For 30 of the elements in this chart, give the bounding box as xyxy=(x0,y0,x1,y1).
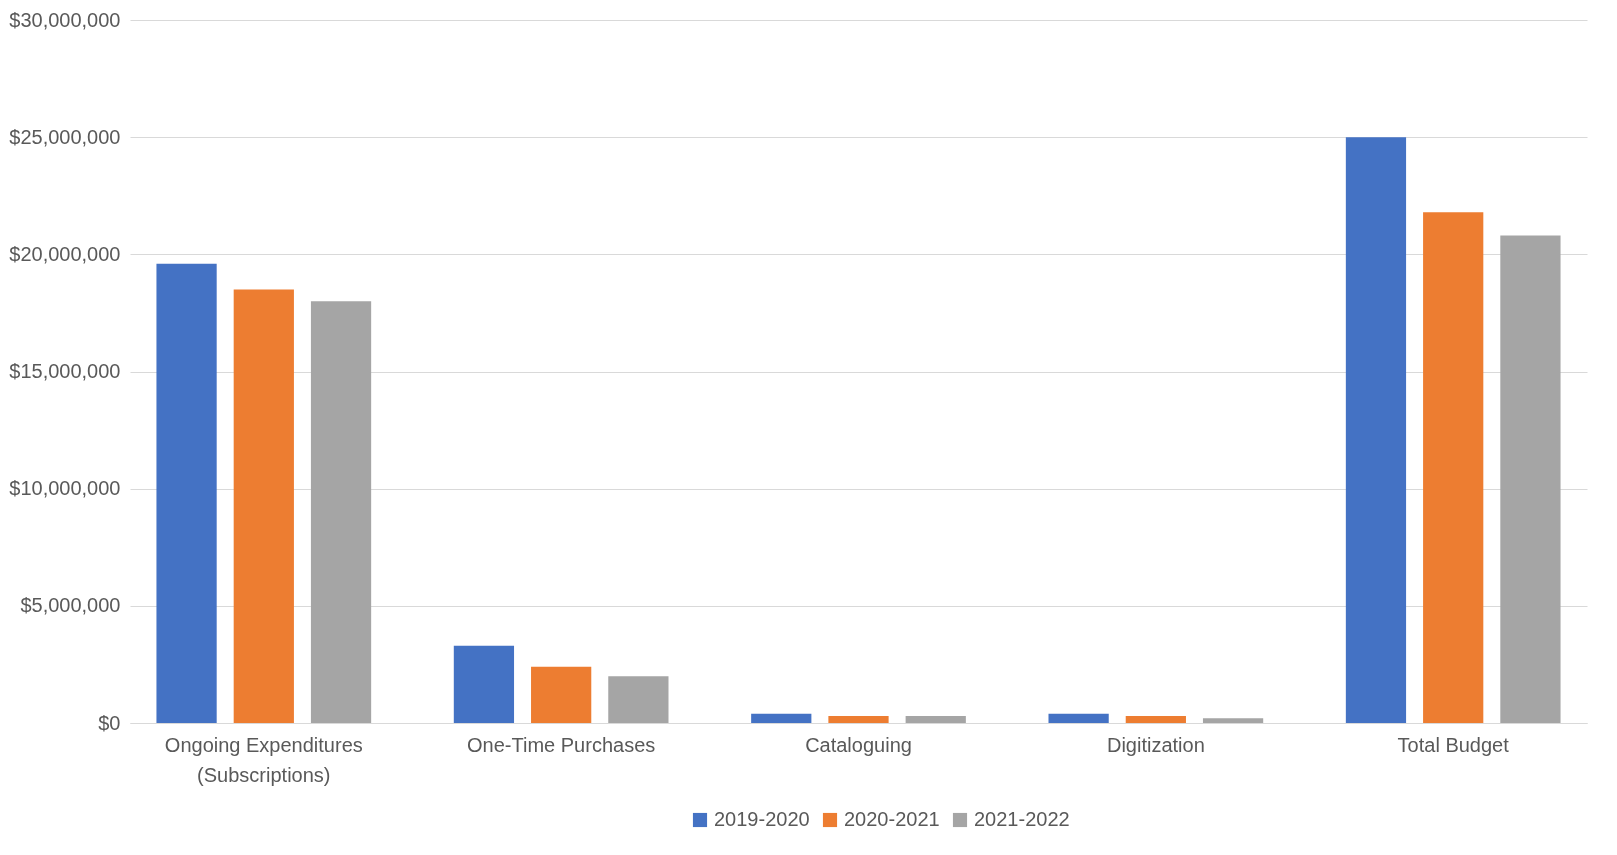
y-tick-label: $10,000,000 xyxy=(9,477,121,500)
x-tick-label: One-Time Purchases xyxy=(467,733,656,756)
x-tick-label: Ongoing Expenditures (Subscriptions) xyxy=(164,733,363,786)
x-tick-label: Digitization xyxy=(1106,733,1205,756)
x-tick-label: Cataloguing xyxy=(805,733,912,756)
bar xyxy=(1202,718,1264,723)
bar xyxy=(1345,137,1407,723)
bar xyxy=(233,289,294,723)
bar xyxy=(1125,715,1186,723)
y-tick-label: $25,000,000 xyxy=(9,125,121,148)
x-tick-label: Total Budget xyxy=(1397,733,1510,756)
bar xyxy=(1423,212,1484,723)
bar xyxy=(1048,713,1109,723)
legend-label: 2019-2020 xyxy=(714,808,810,830)
y-tick-label: $15,000,000 xyxy=(9,360,121,382)
y-tick-label: $5,000,000 xyxy=(20,594,121,617)
y-tick-label: $20,000,000 xyxy=(9,242,121,265)
bar xyxy=(310,301,372,723)
bar xyxy=(828,715,889,723)
legend-label: 2021-2022 xyxy=(974,808,1070,830)
bar xyxy=(905,715,966,723)
bar xyxy=(608,676,669,723)
legend-label: 2020-2021 xyxy=(844,808,940,830)
y-tick-label: $30,000,000 xyxy=(9,8,121,31)
bar xyxy=(1500,235,1561,723)
bar xyxy=(531,666,592,723)
y-tick-label: $0 xyxy=(98,711,121,734)
bar xyxy=(156,263,217,723)
bar xyxy=(453,645,515,723)
bar xyxy=(751,713,812,723)
